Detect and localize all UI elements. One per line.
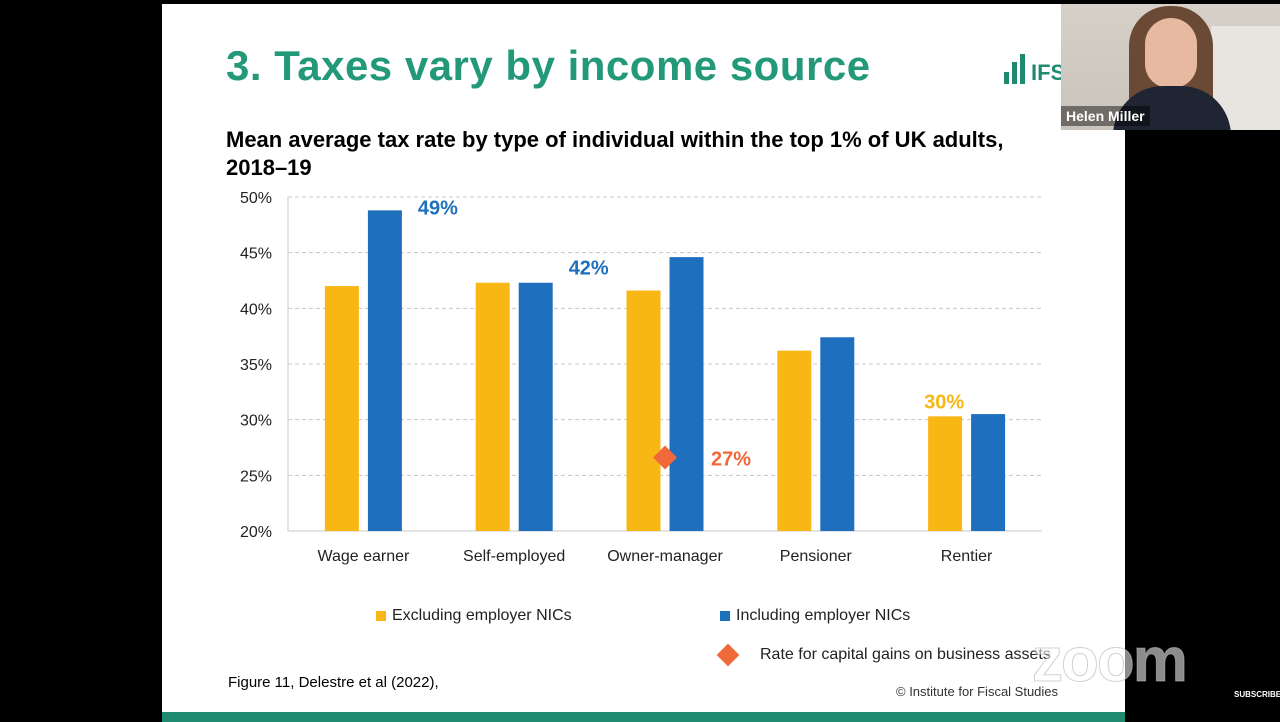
legend-label: Excluding employer NICs — [392, 607, 572, 624]
bar — [324, 286, 359, 531]
zoom-watermark: zoom — [1032, 626, 1189, 696]
slide-title: 3. Taxes vary by income source — [226, 42, 871, 89]
y-tick-label: 25% — [240, 468, 272, 485]
x-tick-label: Self-employed — [463, 548, 565, 565]
bar-chart: 20% 25% 30% 35% 40% 45% 50% Wage earner Self-emp… — [240, 190, 1042, 565]
bar — [626, 290, 661, 531]
participant-video[interactable]: Helen Miller — [1061, 4, 1280, 130]
logo-text: IFS — [1031, 60, 1066, 85]
legend-item-excluding: Excluding employer NICs — [376, 607, 572, 625]
legend-label: Including employer NICs — [736, 607, 911, 624]
x-tick-label: Owner-manager — [607, 548, 723, 565]
chart-title: Mean average tax rate by type of individ… — [226, 127, 1004, 180]
bar — [475, 282, 510, 531]
y-tick-label: 20% — [240, 524, 272, 541]
legend-item-capital-gains: Rate for capital gains on business asset… — [714, 643, 1051, 667]
data-label: 30% — [924, 391, 964, 413]
figure-source: Figure 11, Delestre et al (2022), — [228, 674, 439, 691]
bar — [777, 350, 812, 531]
logo-bar — [1012, 62, 1017, 84]
data-label: 42% — [569, 258, 609, 280]
subscribe-watermark: SUBSCRIBE — [1234, 690, 1280, 699]
bar — [928, 416, 963, 531]
legend-swatch-blue — [720, 611, 730, 621]
y-tick-label: 50% — [240, 190, 272, 207]
data-label: 49% — [418, 197, 458, 219]
legend-swatch-yellow — [376, 611, 386, 621]
slide-footer-bar — [162, 712, 1125, 722]
bar — [971, 414, 1006, 531]
ifs-logo: IFS — [1004, 52, 1065, 84]
bar — [367, 210, 402, 532]
y-tick-label: 35% — [240, 357, 272, 374]
logo-bar — [1004, 72, 1009, 84]
y-tick-label: 30% — [240, 413, 272, 430]
marker-label: 27% — [711, 449, 751, 471]
x-tick-label: Pensioner — [780, 548, 853, 565]
presentation-slide: 3. Taxes vary by income source IFS Mean … — [162, 4, 1125, 722]
y-tick-label: 45% — [240, 246, 272, 263]
bar — [518, 282, 553, 531]
participant-face — [1145, 18, 1197, 88]
capital-gains-marker — [653, 445, 677, 470]
bar — [820, 337, 855, 531]
y-tick-label: 40% — [240, 301, 272, 318]
legend-label: Rate for capital gains on business asset… — [760, 646, 1051, 663]
diamond-icon — [716, 643, 740, 667]
x-tick-label: Wage earner — [317, 548, 410, 565]
copyright: © Institute for Fiscal Studies — [896, 684, 1059, 699]
legend-item-including: Including employer NICs — [720, 607, 910, 625]
logo-bar — [1020, 54, 1025, 84]
bar — [669, 257, 704, 531]
x-tick-label: Rentier — [941, 548, 993, 565]
participant-name: Helen Miller — [1061, 106, 1150, 126]
